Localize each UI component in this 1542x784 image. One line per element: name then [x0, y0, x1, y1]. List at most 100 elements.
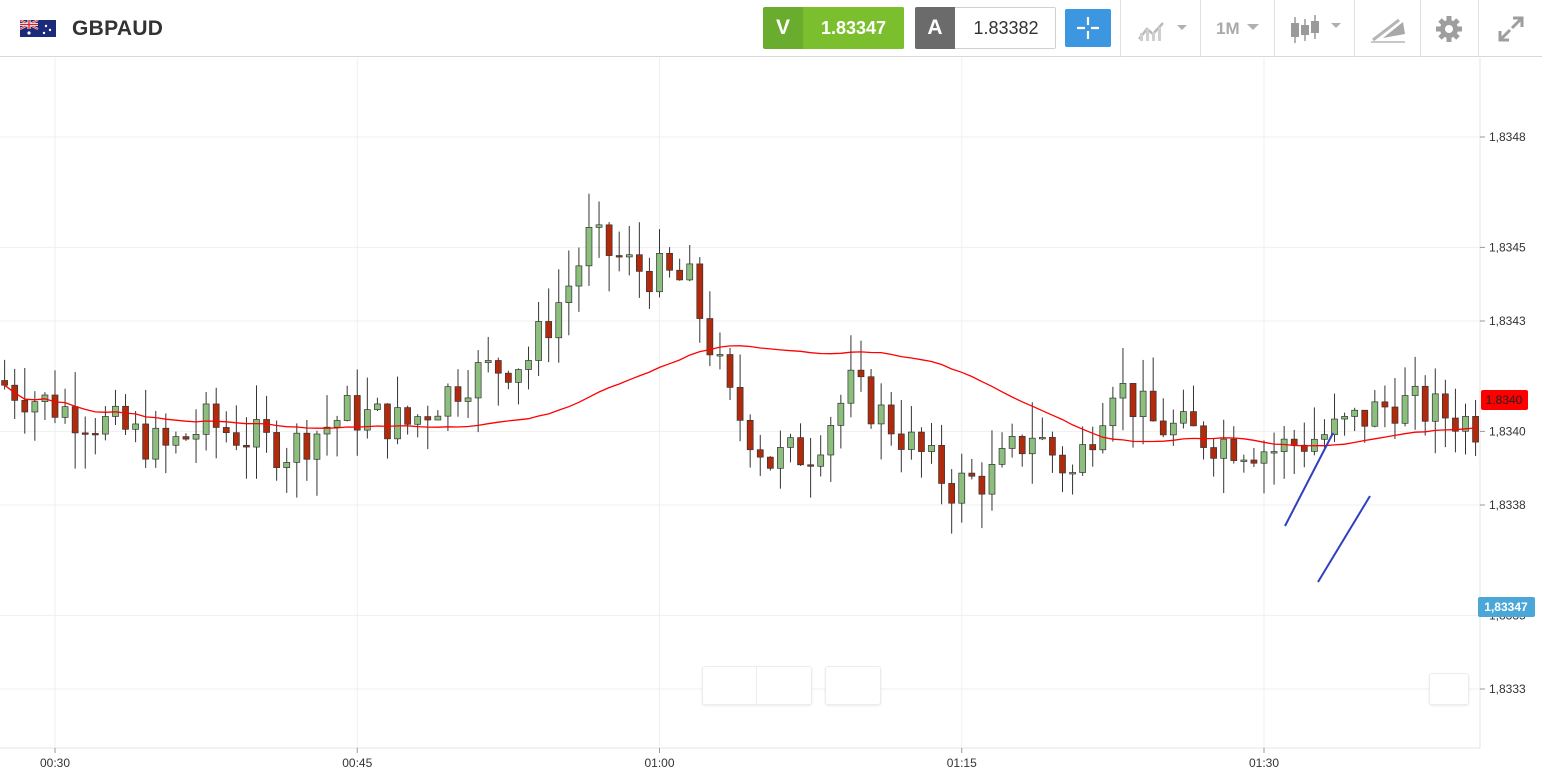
candle-body	[1290, 438, 1298, 446]
candle-body	[988, 463, 996, 495]
candle-body	[71, 406, 79, 434]
candle-body	[1452, 417, 1459, 432]
candle	[958, 453, 966, 523]
candle	[696, 257, 704, 343]
candle	[756, 434, 764, 476]
candle	[243, 417, 250, 479]
candlestick-icon	[1291, 15, 1341, 43]
candle-body	[807, 464, 814, 467]
candle	[172, 431, 180, 454]
zoom-divider	[756, 667, 757, 704]
candle	[1109, 386, 1117, 442]
candle-body	[1391, 406, 1399, 424]
current-price-tag: 1,83347	[1478, 597, 1535, 617]
candle-body	[1371, 401, 1379, 427]
candle-body	[172, 436, 180, 446]
candle	[1129, 383, 1137, 448]
chart-reset-control[interactable]	[825, 666, 881, 705]
candle-body	[656, 252, 663, 293]
chart-type-button[interactable]	[1274, 0, 1354, 57]
candle	[1149, 357, 1157, 422]
candle-body	[182, 436, 190, 440]
buy-button[interactable]: A 1.83382	[915, 7, 1056, 49]
indicators-button[interactable]	[1120, 0, 1200, 57]
buy-price: 1.83382	[973, 18, 1039, 38]
candle	[41, 392, 49, 420]
candle	[1401, 367, 1409, 427]
candle-body	[1169, 422, 1177, 436]
candle	[1441, 379, 1449, 448]
candle-body	[897, 433, 905, 450]
candle	[444, 383, 452, 432]
candle-body	[1431, 393, 1439, 422]
candle-body	[333, 420, 341, 428]
candle-body	[1381, 401, 1389, 408]
candle-body	[142, 423, 150, 460]
candle-body	[1129, 383, 1137, 418]
candle	[434, 410, 442, 421]
candle	[404, 405, 411, 435]
trend-line[interactable]	[1317, 495, 1371, 583]
expand-button[interactable]	[1478, 0, 1542, 57]
candle-body	[505, 372, 512, 383]
candle-body	[908, 431, 915, 450]
drawing-tools-button[interactable]	[1354, 0, 1420, 57]
candle	[313, 430, 321, 496]
candle	[1220, 419, 1228, 494]
candle-body	[1, 380, 8, 386]
candle	[1381, 385, 1389, 428]
candle	[585, 193, 593, 286]
candle-body	[877, 404, 885, 425]
candle-body	[51, 394, 59, 418]
candle-body	[1240, 459, 1248, 462]
candle	[81, 416, 89, 469]
candle-body	[81, 432, 89, 435]
candle	[222, 411, 230, 443]
candle	[273, 420, 280, 481]
candle	[998, 432, 1006, 468]
candle	[162, 413, 170, 474]
x-tick-label: 01:15	[947, 756, 977, 770]
candle	[515, 368, 522, 405]
settings-button[interactable]	[1420, 0, 1478, 57]
candle	[968, 458, 976, 480]
candle	[1361, 409, 1369, 443]
candle	[1079, 426, 1087, 476]
candle	[797, 423, 804, 466]
candle-body	[233, 432, 240, 446]
candle-body	[1028, 437, 1036, 455]
candle-body	[978, 475, 986, 495]
chevron-down-icon	[1247, 24, 1259, 30]
candle-body	[797, 437, 804, 466]
candle-body	[1149, 390, 1157, 422]
candle	[1, 359, 8, 390]
candle-body	[1321, 434, 1328, 440]
timeframe-dropdown[interactable]: 1M	[1200, 0, 1274, 57]
candle-body	[293, 432, 301, 463]
expand-icon	[1498, 16, 1524, 42]
candle	[1321, 419, 1328, 448]
crosshair-button[interactable]	[1065, 9, 1111, 47]
scroll-to-latest-button[interactable]	[1429, 673, 1469, 705]
candle-body	[91, 433, 99, 436]
trend-line[interactable]	[1284, 432, 1334, 527]
chart-zoom-control[interactable]	[702, 666, 812, 705]
candle-body	[1079, 444, 1087, 473]
candle	[283, 447, 291, 493]
candle-body	[424, 416, 432, 421]
svg-text:1,83347: 1,83347	[1484, 600, 1528, 614]
candle-body	[61, 406, 69, 418]
candle-body	[253, 419, 260, 448]
candle-body	[394, 407, 401, 440]
candle	[605, 222, 613, 292]
candle	[122, 394, 129, 435]
sell-button[interactable]: V 1.83347	[763, 7, 904, 49]
candle	[615, 231, 623, 272]
sell-letter: V	[775, 16, 790, 39]
candle	[887, 391, 895, 446]
candle-body	[1411, 385, 1419, 396]
candle	[1180, 389, 1187, 429]
candle	[1391, 378, 1399, 440]
candle-body	[1421, 385, 1429, 422]
candle	[152, 410, 160, 468]
